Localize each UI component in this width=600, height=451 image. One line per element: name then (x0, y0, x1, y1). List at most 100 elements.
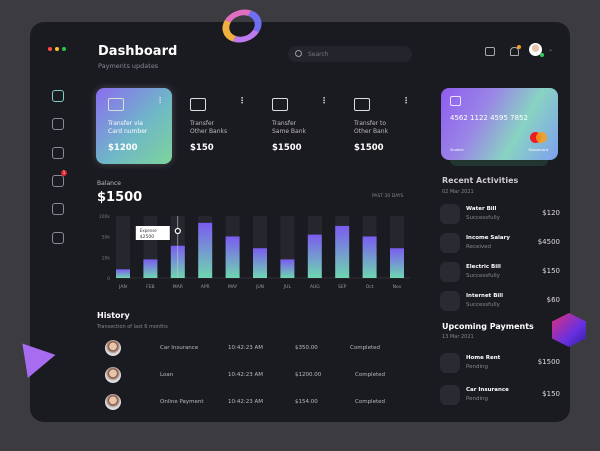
bar-track (116, 216, 130, 278)
bar-may (225, 236, 240, 278)
more-icon[interactable]: ⋮ (156, 96, 164, 105)
transfer-card[interactable]: ⋮ Transfer Other Banks $150 (178, 88, 254, 164)
inbox-icon (440, 233, 460, 253)
history-status: Completed (350, 345, 380, 351)
x-tick-label: APR (201, 284, 210, 290)
history-name: Car Insurance (160, 345, 199, 351)
more-icon[interactable]: ⋮ (320, 96, 328, 105)
item-amount: $150 (542, 267, 560, 275)
wallet-icon[interactable] (485, 47, 495, 56)
history-time: 10:42:23 AM (228, 399, 263, 405)
page-title: Dashboard (98, 44, 178, 59)
search-placeholder: Search (308, 51, 329, 58)
chip-icon (450, 96, 461, 106)
y-tick-label: 50k (102, 235, 111, 241)
x-tick-label: SEP (338, 284, 347, 290)
transfer-amount: $1500 (272, 143, 302, 153)
bell-icon[interactable] (510, 45, 521, 56)
transfer-card[interactable]: ⋮ Transfer via Card number $1200 (96, 88, 172, 164)
document-icon[interactable] (52, 232, 64, 244)
upcoming-title: Upcoming Payments (442, 322, 534, 331)
history-amount: $1200.00 (295, 372, 322, 378)
transfer-amount: $150 (190, 143, 214, 153)
upcoming-item[interactable]: Home Rent Pending $1500 (440, 353, 580, 377)
recent-item[interactable]: Water Bill Successfully $120 (440, 204, 580, 228)
recent-date: 02 Mar 2021 (442, 189, 474, 195)
bar-sep (335, 225, 350, 278)
history-status: Completed (355, 399, 385, 405)
history-name: Online Payment (160, 399, 204, 405)
messages-icon[interactable]: 1 (52, 170, 67, 187)
transfer-amount: $1200 (108, 143, 138, 153)
minimize-dot[interactable] (55, 47, 59, 51)
avatar[interactable] (529, 43, 544, 57)
item-amount: $150 (542, 390, 560, 398)
period-label[interactable]: PAST 30 DAYS (372, 194, 404, 199)
item-amount: $1500 (537, 358, 560, 366)
x-tick-label: FEB (146, 284, 155, 290)
y-tick-label: 10k (102, 255, 111, 261)
transfer-card[interactable]: ⋮ Transfer to Other Bank $1500 (342, 88, 418, 164)
history-amount: $350.00 (295, 345, 318, 351)
upcoming-item[interactable]: Car Insurance Pending $150 (440, 385, 580, 409)
recent-item[interactable]: Income Salary Received $4500 (440, 233, 580, 257)
balance-label: Balance (97, 180, 121, 187)
home-icon[interactable] (52, 90, 64, 102)
bar-apr (198, 222, 213, 278)
swap-arrows-icon (190, 98, 206, 111)
history-row[interactable]: Loan 10:42:23 AM $1200.00 Completed (105, 367, 405, 385)
receipt-icon (354, 98, 370, 111)
tooltip-box (135, 226, 170, 240)
trophy-icon[interactable] (52, 203, 64, 215)
x-tick-label: JUL (283, 284, 292, 290)
x-tick-label: Nov (393, 284, 402, 290)
x-tick-label: AUG (310, 284, 320, 290)
more-icon[interactable]: ⋮ (402, 96, 410, 105)
transfer-label: Transfer Other Banks (190, 120, 228, 135)
more-icon[interactable]: ⋮ (238, 96, 246, 105)
x-tick-label: JUN (255, 284, 264, 290)
window-controls (48, 36, 69, 55)
card-icon (108, 98, 124, 111)
x-tick-label: MAY (228, 284, 238, 290)
item-amount: $120 (542, 209, 560, 217)
history-amount: $154.00 (295, 399, 318, 405)
credit-card[interactable]: 4562 1122 4595 7852 Student Mastercard (441, 88, 558, 160)
transfer-label: Transfer Same Bank (272, 120, 306, 135)
history-row[interactable]: Online Payment 10:42:23 AM $154.00 Complete… (105, 394, 405, 412)
timer-icon (440, 204, 460, 224)
bar-feb (143, 259, 158, 278)
item-name: Home Rent (466, 355, 501, 361)
item-status: Successfully (466, 273, 500, 279)
monitor-icon[interactable] (52, 118, 64, 130)
bar-jun (253, 248, 267, 278)
upcoming-date: 13 Mar 2021 (442, 334, 474, 340)
card-brand: Mastercard (528, 148, 548, 152)
item-name: Income Salary (466, 235, 510, 241)
recent-title: Recent Activities (442, 176, 519, 185)
tooltip-label: Expense (140, 228, 158, 233)
history-status: Completed (355, 372, 385, 378)
history-row[interactable]: Car Insurance 10:42:23 AM $350.00 Completed (105, 340, 405, 358)
tooltip-value: $2500 (140, 234, 154, 240)
chevron-down-icon[interactable]: ⌄ (548, 46, 554, 53)
recent-item[interactable]: Internet Bill Successfully $60 (440, 291, 580, 315)
gem-decoration (552, 313, 586, 347)
card-number: 4562 1122 4595 7852 (450, 114, 528, 122)
mastercard-logo (530, 132, 547, 143)
clipboard-icon[interactable] (52, 147, 64, 159)
history-time: 10:42:23 AM (228, 372, 263, 378)
history-subtitle: Transection of last 6 months (97, 324, 168, 330)
x-tick-label: Oct (366, 284, 374, 290)
bar-aug (307, 234, 322, 278)
search-input[interactable]: Search (288, 46, 412, 62)
transfer-card[interactable]: ⋮ Transfer Same Bank $1500 (260, 88, 336, 164)
close-dot[interactable] (48, 47, 52, 51)
transfer-label: Transfer to Other Bank (354, 120, 389, 135)
page-subtitle: Payments updates (98, 62, 159, 70)
maximize-dot[interactable] (62, 47, 66, 51)
history-name: Loan (160, 372, 174, 378)
messages-badge: 1 (61, 170, 67, 176)
recent-item[interactable]: Electric Bill Successfully $150 (440, 262, 580, 286)
bar-oct (362, 236, 377, 278)
